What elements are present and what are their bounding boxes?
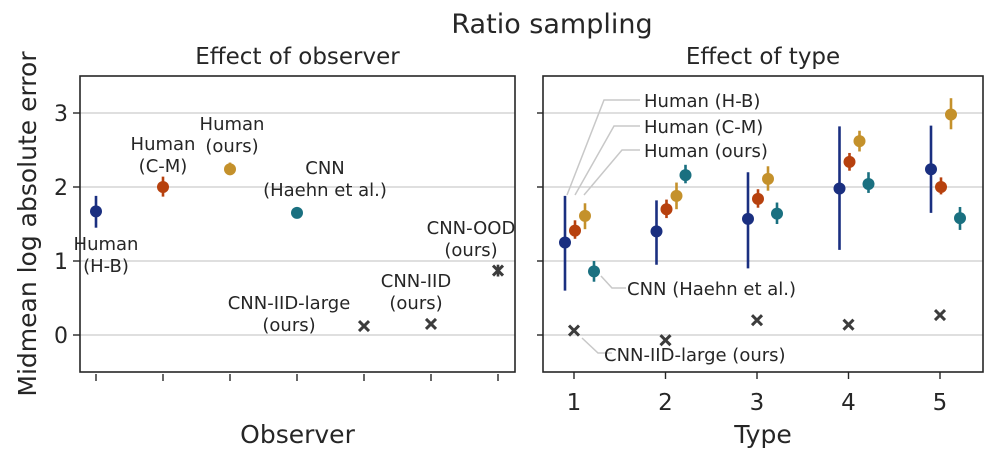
observer-human-c-m-label: Human (C-M) (131, 134, 196, 177)
y-tick-label: 3 (54, 102, 68, 127)
leader-line (583, 149, 640, 196)
annotation-human-ours: Human (ours) (644, 141, 768, 162)
x-tick-label: 2 (658, 390, 673, 416)
panel-title: Effect of observer (195, 44, 400, 70)
series-cnn-haehn-et-al-type-2-marker (679, 169, 692, 182)
series-human-c-m-type-4-marker (843, 155, 856, 168)
leader-line (600, 275, 626, 289)
x-axis-label: Observer (240, 420, 355, 449)
series-cnn-iid-large-ours-type-4-marker (842, 318, 855, 331)
x-tick-label: 4 (841, 390, 856, 416)
series-cnn-iid-large-ours-type-5-marker (933, 308, 947, 322)
x-tick-label: 5 (933, 390, 948, 416)
leader-line (581, 337, 612, 354)
series-human-h-b-type-5-marker (925, 163, 937, 176)
series-human-c-m-type-3-marker (752, 192, 764, 205)
observer-cnn-haehn-et-al-marker (291, 206, 303, 219)
series-human-c-m-type-1-marker (569, 224, 581, 237)
series-human-c-m-type-2-marker (660, 203, 673, 216)
panel-title: Effect of type (686, 44, 840, 70)
series-human-h-b-type-2-marker (650, 225, 663, 238)
series-cnn-haehn-et-al-type-3-marker (771, 207, 783, 220)
x-tick-label: 1 (567, 390, 582, 416)
axes-frame (542, 75, 984, 373)
observer-human-h-b-marker (90, 205, 102, 218)
observer-human-ours-label: Human (ours) (200, 114, 265, 157)
y-axis-label: Midmean log absolute error (13, 51, 42, 397)
x-axis-label: Type (733, 420, 791, 449)
y-tick-label: 1 (54, 250, 68, 275)
series-human-ours-type-4-marker (853, 135, 866, 148)
series-cnn-haehn-et-al-type-5-marker (954, 212, 966, 225)
observer-human-ours-marker (224, 163, 236, 176)
observer-cnn-iid-large-ours-marker (357, 320, 371, 333)
figure-title: Ratio sampling (451, 9, 652, 40)
observer-cnn-ood-ours-label: CNN-OOD (ours) (427, 218, 516, 261)
observer-cnn-ood-ours-marker (491, 264, 505, 277)
y-tick-label: 2 (54, 176, 68, 201)
series-cnn-iid-large-ours-type-3-marker (750, 314, 764, 327)
observer-cnn-iid-ours-label: CNN-IID (ours) (381, 271, 451, 314)
series-human-ours-type-1-marker (579, 209, 591, 222)
series-human-h-b-type-3-marker (742, 212, 754, 225)
axes-frame (79, 75, 516, 373)
series-human-h-b-type-1-marker (559, 236, 571, 249)
series-human-ours-type-2-marker (670, 189, 683, 202)
y-tick-label: 0 (54, 324, 68, 349)
series-cnn-iid-large-ours-type-2-marker (659, 334, 672, 347)
observer-human-h-b-label: Human (H-B) (74, 234, 139, 277)
series-human-h-b-type-4-marker (833, 182, 846, 195)
annotation-human-c-m: Human (C-M) (644, 117, 763, 138)
series-human-c-m-type-5-marker (935, 181, 947, 193)
series-human-ours-type-3-marker (762, 172, 774, 185)
leader-line (574, 125, 640, 196)
series-cnn-iid-large-ours-type-1-marker (567, 324, 581, 337)
annotation-cnn-haehn: CNN (Haehn et al.) (627, 279, 796, 300)
observer-cnn-iid-large-ours-label: CNN-IID-large (ours) (228, 293, 351, 336)
series-cnn-haehn-et-al-type-1-marker (588, 265, 600, 278)
observer-cnn-haehn-et-al-label: CNN (Haehn et al.) (263, 158, 387, 201)
annotation-human-h-b: Human (H-B) (644, 91, 760, 112)
observer-human-c-m-marker (157, 181, 169, 193)
leader-line (566, 99, 640, 196)
series-cnn-haehn-et-al-type-4-marker (862, 178, 875, 191)
annotation-cnn-iid-large: CNN-IID-large (ours) (604, 345, 786, 366)
panel-effect-of-observer: Effect of observer Observer 0 1 2 3 Human (H-B)… (54, 44, 516, 449)
x-tick-label: 3 (750, 390, 765, 416)
observer-cnn-iid-ours-marker (424, 317, 438, 330)
series-human-ours-type-5-marker (945, 108, 957, 121)
annotations: Human (H-B) Human (C-M) Human (ours) CNN (H… (566, 91, 796, 366)
